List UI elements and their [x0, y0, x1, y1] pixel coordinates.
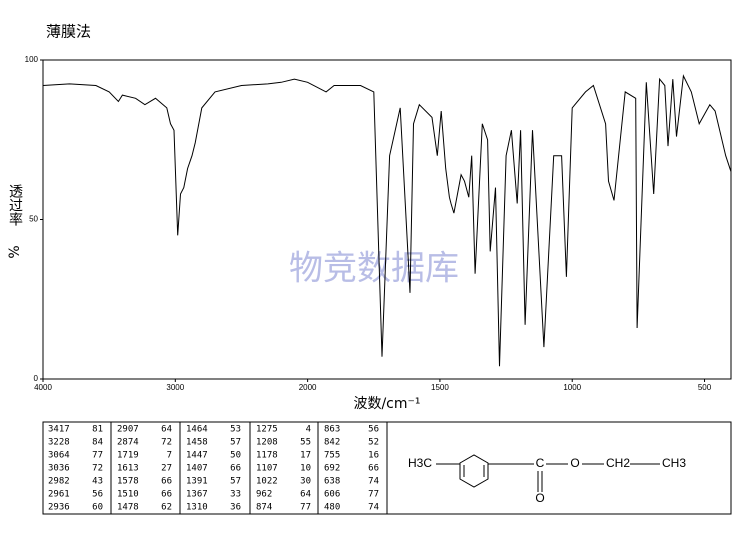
x-tick-label: 500	[698, 383, 712, 392]
peak-wavenumber: 2982	[48, 477, 70, 487]
peak-transmittance: 62	[161, 503, 172, 513]
peak-wavenumber: 1367	[186, 490, 208, 500]
peak-wavenumber: 1719	[117, 451, 139, 461]
y-tick-label: 0	[34, 374, 39, 383]
peak-wavenumber: 1107	[256, 464, 278, 474]
peak-wavenumber: 1458	[186, 438, 208, 448]
peak-transmittance: 60	[92, 503, 103, 513]
x-axis-label: 波数/cm⁻¹	[353, 396, 420, 412]
peak-transmittance: 66	[161, 490, 172, 500]
peak-wavenumber: 1407	[186, 464, 208, 474]
peak-wavenumber: 1478	[117, 503, 139, 513]
peak-wavenumber: 1391	[186, 477, 208, 487]
y-tick-label: 50	[29, 215, 38, 224]
carbon: C	[536, 456, 545, 470]
peak-wavenumber: 1178	[256, 451, 278, 461]
peak-transmittance: 10	[300, 464, 311, 474]
peak-wavenumber: 755	[324, 451, 340, 461]
peak-transmittance: 66	[161, 477, 172, 487]
peak-transmittance: 55	[300, 438, 311, 448]
peak-wavenumber: 2961	[48, 490, 70, 500]
peak-wavenumber: 3228	[48, 438, 70, 448]
peak-wavenumber: 1613	[117, 464, 139, 474]
peak-transmittance: 74	[368, 503, 379, 513]
y-axis-label: 透过率	[7, 184, 23, 226]
peak-transmittance: 33	[230, 490, 241, 500]
peak-transmittance: 50	[230, 451, 241, 461]
peak-wavenumber: 1275	[256, 425, 278, 435]
peak-wavenumber: 3417	[48, 425, 70, 435]
peak-wavenumber: 1022	[256, 477, 278, 487]
peak-wavenumber: 692	[324, 464, 340, 474]
peak-transmittance: 81	[92, 425, 103, 435]
peak-wavenumber: 3064	[48, 451, 70, 461]
peak-transmittance: 30	[300, 477, 311, 487]
peak-transmittance: 36	[230, 503, 241, 513]
peak-wavenumber: 3036	[48, 464, 70, 474]
peak-transmittance: 77	[92, 451, 103, 461]
peak-transmittance: 84	[92, 438, 103, 448]
peak-transmittance: 72	[161, 438, 172, 448]
peak-wavenumber: 638	[324, 477, 340, 487]
peak-transmittance: 66	[230, 464, 241, 474]
peak-transmittance: 74	[368, 477, 379, 487]
peak-wavenumber: 2936	[48, 503, 70, 513]
ch2: CH2	[606, 456, 630, 470]
peak-transmittance: 27	[161, 464, 172, 474]
peak-transmittance: 64	[161, 425, 172, 435]
x-tick-label: 3000	[166, 383, 184, 392]
peak-transmittance: 43	[92, 477, 103, 487]
peak-transmittance: 57	[230, 438, 241, 448]
peak-transmittance: 77	[368, 490, 379, 500]
peak-wavenumber: 2874	[117, 438, 139, 448]
ester-oxygen: O	[570, 456, 579, 470]
ch3: CH3	[662, 456, 686, 470]
y-tick-label: 100	[25, 55, 39, 64]
x-tick-label: 1000	[563, 383, 581, 392]
peak-wavenumber: 1447	[186, 451, 208, 461]
chart-title: 薄膜法	[46, 23, 91, 41]
peak-transmittance: 17	[300, 451, 311, 461]
y-axis-label-unit: %	[7, 245, 23, 258]
peak-wavenumber: 1578	[117, 477, 139, 487]
peak-transmittance: 56	[92, 490, 103, 500]
peak-wavenumber: 1510	[117, 490, 139, 500]
peak-wavenumber: 480	[324, 503, 340, 513]
spectrum-line	[42, 74, 732, 367]
peak-transmittance: 7	[167, 451, 172, 461]
peak-wavenumber: 2907	[117, 425, 139, 435]
watermark: 物竞数据库	[289, 249, 459, 289]
peak-wavenumber: 1310	[186, 503, 208, 513]
x-tick-label: 2000	[299, 383, 317, 392]
peak-wavenumber: 863	[324, 425, 340, 435]
carbonyl-oxygen: O	[535, 491, 544, 505]
peak-transmittance: 52	[368, 438, 379, 448]
methyl: H3C	[408, 456, 432, 470]
peak-wavenumber: 606	[324, 490, 340, 500]
peak-wavenumber: 842	[324, 438, 340, 448]
peak-wavenumber: 874	[256, 503, 272, 513]
x-tick-label: 4000	[34, 383, 52, 392]
peak-transmittance: 4	[306, 425, 311, 435]
x-tick-label: 1500	[431, 383, 449, 392]
peak-transmittance: 57	[230, 477, 241, 487]
peak-transmittance: 64	[300, 490, 311, 500]
benzene-ring	[459, 454, 489, 488]
peak-transmittance: 77	[300, 503, 311, 513]
peak-transmittance: 66	[368, 464, 379, 474]
peak-transmittance: 56	[368, 425, 379, 435]
peak-wavenumber: 1464	[186, 425, 208, 435]
peak-wavenumber: 1208	[256, 438, 278, 448]
peak-transmittance: 53	[230, 425, 241, 435]
peak-transmittance: 72	[92, 464, 103, 474]
peak-transmittance: 16	[368, 451, 379, 461]
peak-wavenumber: 962	[256, 490, 272, 500]
